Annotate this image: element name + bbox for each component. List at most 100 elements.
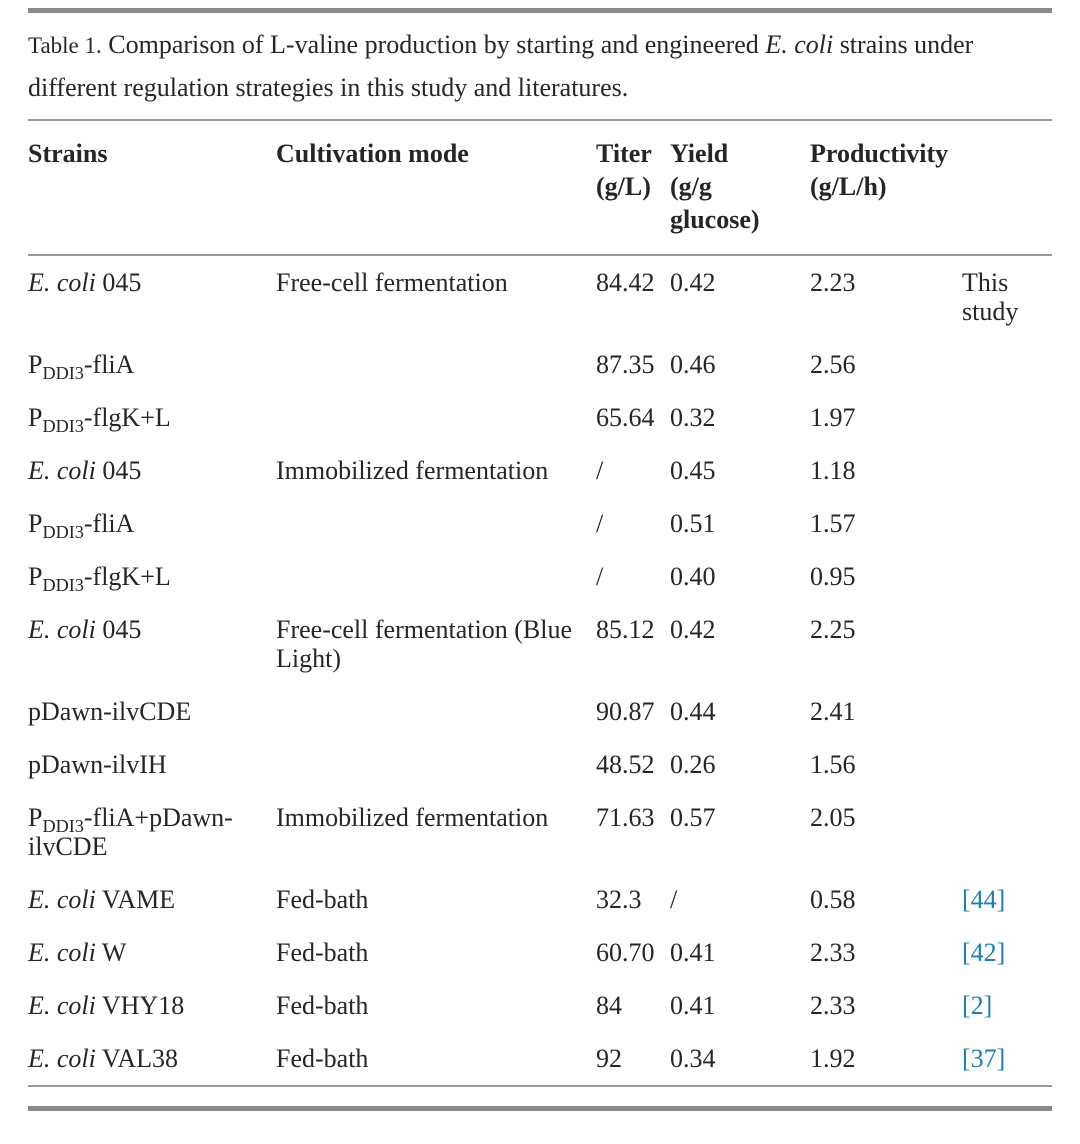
productivity-cell: 2.56 — [810, 350, 856, 379]
yield-cell: 0.41 — [670, 991, 716, 1020]
table-row: E. coli 045 Immobilized fermentation / 0… — [28, 444, 1052, 497]
table-row: PDDI3-flgK+L / 0.40 0.95 — [28, 550, 1052, 603]
yield-cell: 0.57 — [670, 803, 716, 832]
yield-cell: 0.34 — [670, 1044, 716, 1073]
table-bottom-rule — [28, 1106, 1052, 1111]
titer-cell: 85.12 — [596, 615, 655, 644]
yield-cell: 0.45 — [670, 456, 716, 485]
productivity-cell: 1.56 — [810, 750, 856, 779]
reference-cell — [962, 738, 1052, 791]
reference-cell — [962, 685, 1052, 738]
table-row: PDDI3-flgK+L 65.64 0.32 1.97 — [28, 391, 1052, 444]
productivity-cell: 0.95 — [810, 562, 856, 591]
strain-cell: PDDI3-fliA — [28, 350, 135, 384]
cultivation-mode-cell: Immobilized fermentation — [276, 456, 549, 485]
titer-cell: 84.42 — [596, 268, 655, 297]
cultivation-mode-cell — [276, 550, 596, 603]
productivity-cell: 2.33 — [810, 991, 856, 1020]
titer-cell: 84 — [596, 991, 622, 1020]
document-page: Table 1. Comparison of L-valine producti… — [0, 8, 1080, 1111]
table-row: E. coli VAME Fed-bath 32.3 / 0.58 [44] — [28, 873, 1052, 926]
reference-cell — [962, 550, 1052, 603]
citation-link[interactable]: [37] — [962, 1044, 1006, 1073]
cultivation-mode-cell: Free-cell fermentation (Blue Light) — [276, 615, 572, 673]
yield-cell: / — [670, 885, 678, 914]
table-row: pDawn-ilvCDE 90.87 0.44 2.41 — [28, 685, 1052, 738]
reference-cell — [962, 444, 1052, 497]
table-header: Strains Cultivation mode Titer (g/L) Yie… — [28, 120, 1052, 256]
reference-cell: [37] — [962, 1032, 1052, 1086]
yield-cell: 0.40 — [670, 562, 716, 591]
table-row: E. coli VAL38 Fed-bath 92 0.34 1.92 [37] — [28, 1032, 1052, 1086]
reference-cell: [2] — [962, 979, 1052, 1032]
table-caption-label: Table 1. — [28, 33, 102, 58]
cultivation-mode-cell — [276, 497, 596, 550]
yield-cell: 0.46 — [670, 350, 716, 379]
productivity-cell: 2.33 — [810, 938, 856, 967]
productivity-cell: 1.57 — [810, 509, 856, 538]
cultivation-mode-cell: Fed-bath — [276, 1044, 369, 1073]
strain-cell: E. coli 045 — [28, 615, 142, 644]
yield-cell: 0.42 — [670, 268, 716, 297]
column-header-yield: Yield (g/g glucose) — [670, 120, 810, 256]
table-caption-text: Comparison of L-valine production by sta… — [28, 30, 974, 102]
citation-link[interactable]: [42] — [962, 938, 1006, 967]
cultivation-mode-cell: Fed-bath — [276, 938, 369, 967]
table-row: PDDI3-fliA+pDawn-ilvCDE Immobilized ferm… — [28, 791, 1052, 873]
reference-cell — [962, 391, 1052, 444]
productivity-cell: 0.58 — [810, 885, 856, 914]
titer-cell: 60.70 — [596, 938, 655, 967]
titer-cell: / — [596, 509, 604, 538]
productivity-cell: 1.18 — [810, 456, 856, 485]
titer-cell: / — [596, 562, 604, 591]
reference-cell — [962, 497, 1052, 550]
table-row: PDDI3-fliA 87.35 0.46 2.56 — [28, 338, 1052, 391]
table-body: E. coli 045 Free-cell fermentation 84.42… — [28, 255, 1052, 1086]
yield-cell: 0.41 — [670, 938, 716, 967]
reference-cell — [962, 791, 1052, 873]
table-row: pDawn-ilvIH 48.52 0.26 1.56 — [28, 738, 1052, 791]
strain-cell: PDDI3-fliA+pDawn-ilvCDE — [28, 803, 233, 861]
table-row: PDDI3-fliA / 0.51 1.57 — [28, 497, 1052, 550]
table-row: E. coli W Fed-bath 60.70 0.41 2.33 [42] — [28, 926, 1052, 979]
column-header-strains: Strains — [28, 120, 276, 256]
titer-cell: / — [596, 456, 604, 485]
strain-cell: pDawn-ilvCDE — [28, 697, 192, 726]
titer-cell: 48.52 — [596, 750, 655, 779]
table-top-rule — [28, 8, 1052, 13]
cultivation-mode-cell — [276, 685, 596, 738]
strain-cell: E. coli 045 — [28, 268, 142, 297]
strain-cell: E. coli VAME — [28, 885, 176, 914]
productivity-cell: 2.23 — [810, 268, 856, 297]
titer-cell: 32.3 — [596, 885, 642, 914]
citation-link[interactable]: [2] — [962, 991, 993, 1020]
citation-link[interactable]: [44] — [962, 885, 1006, 914]
strain-cell: PDDI3-flgK+L — [28, 562, 171, 596]
titer-cell: 92 — [596, 1044, 622, 1073]
cultivation-mode-cell: Immobilized fermentation — [276, 803, 549, 832]
cultivation-mode-cell: Fed-bath — [276, 991, 369, 1020]
reference-cell — [962, 603, 1052, 685]
productivity-cell: 1.92 — [810, 1044, 856, 1073]
yield-cell: 0.32 — [670, 403, 716, 432]
strain-cell: PDDI3-fliA — [28, 509, 135, 543]
column-header-productivity: Productivity (g/L/h) — [810, 120, 962, 256]
table-row: E. coli VHY18 Fed-bath 84 0.41 2.33 [2] — [28, 979, 1052, 1032]
reference-cell: [42] — [962, 926, 1052, 979]
strain-cell: E. coli VHY18 — [28, 991, 185, 1020]
reference-cell: [44] — [962, 873, 1052, 926]
cultivation-mode-cell — [276, 738, 596, 791]
yield-cell: 0.51 — [670, 509, 716, 538]
strain-cell: E. coli W — [28, 938, 127, 967]
table-caption: Table 1. Comparison of L-valine producti… — [28, 24, 1052, 109]
comparison-table: Strains Cultivation mode Titer (g/L) Yie… — [28, 119, 1052, 1087]
cultivation-mode-cell — [276, 338, 596, 391]
column-header-cultivation-mode: Cultivation mode — [276, 120, 596, 256]
cultivation-mode-cell — [276, 391, 596, 444]
reference-cell — [962, 338, 1052, 391]
column-header-reference — [962, 120, 1052, 256]
table-row: E. coli 045 Free-cell fermentation 84.42… — [28, 255, 1052, 338]
titer-cell: 65.64 — [596, 403, 655, 432]
titer-cell: 87.35 — [596, 350, 655, 379]
yield-cell: 0.44 — [670, 697, 716, 726]
